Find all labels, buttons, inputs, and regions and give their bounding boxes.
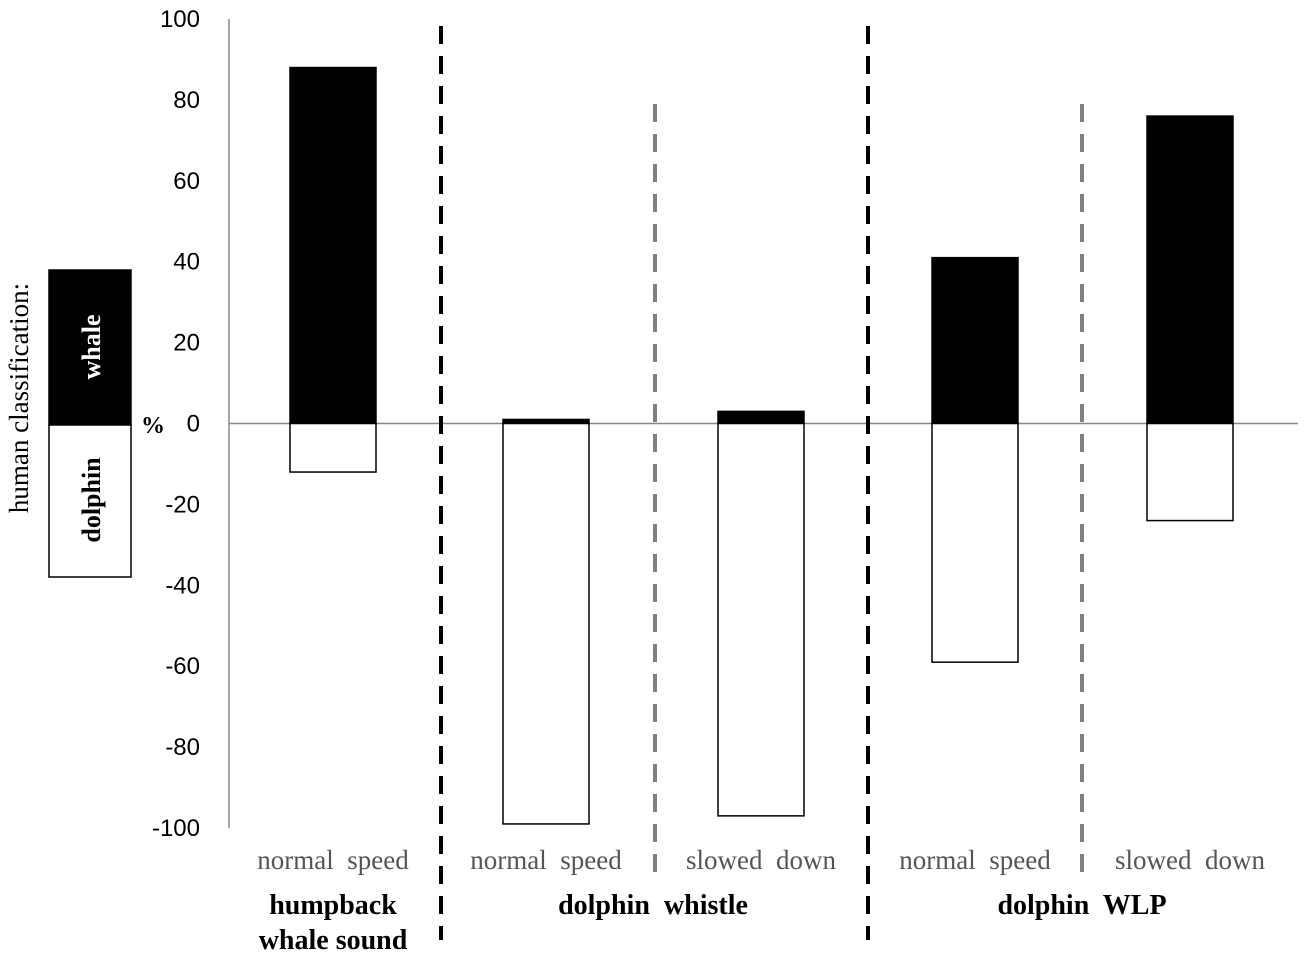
legend: whale dolphin — [48, 269, 132, 578]
category-label: slowed down — [1115, 845, 1265, 875]
legend-whale-swatch — [48, 269, 132, 426]
legend-dolphin-swatch — [48, 424, 132, 578]
category-labels: normal speed normal speed slowed down norma… — [257, 845, 1265, 875]
bar-whale — [1146, 115, 1234, 425]
category-label: normal speed — [257, 845, 409, 875]
y-tick-label: 100 — [160, 6, 200, 33]
y-tick-label: 0 — [187, 411, 200, 438]
group-labels: humpback whale sound dolphin whistle dolphi… — [259, 890, 1167, 956]
y-tick-label: 20 — [173, 330, 200, 357]
legend-whale-label: whale — [77, 315, 106, 380]
y-tick-label: -80 — [165, 734, 200, 761]
separators — [439, 26, 1084, 940]
bar-dolphin — [931, 422, 1019, 663]
y-tick-label: 80 — [173, 87, 200, 114]
bar-whale — [717, 410, 805, 425]
bar-whale — [931, 256, 1019, 425]
bar-dolphin — [717, 422, 805, 817]
bar-whale — [289, 66, 377, 425]
y-tick-label: 60 — [173, 168, 200, 195]
y-tick-label: -100 — [152, 815, 200, 842]
category-label: normal speed — [470, 845, 622, 875]
category-label: slowed down — [686, 845, 836, 875]
y-axis-title: human classification: — [4, 283, 34, 513]
bar-dolphin — [502, 422, 590, 825]
y-tick-label: 40 — [173, 249, 200, 276]
y-tick-label: -20 — [165, 491, 200, 518]
bar-dolphin — [289, 422, 377, 473]
category-label: normal speed — [899, 845, 1051, 875]
bars — [289, 66, 1234, 825]
group-label: dolphin whistle — [558, 890, 748, 921]
group-label: humpback — [269, 890, 397, 921]
bar-dolphin — [1146, 422, 1234, 522]
group-label: dolphin WLP — [997, 890, 1166, 921]
y-unit-label: % — [141, 413, 165, 439]
y-tick-label: -40 — [165, 572, 200, 599]
group-label: whale sound — [259, 925, 408, 956]
y-tick-label: -60 — [165, 653, 200, 680]
y-tick-labels: 100 80 60 40 20 0 -20 -40 -60 -80 -100 — [152, 6, 200, 842]
legend-dolphin-label: dolphin — [77, 457, 106, 543]
